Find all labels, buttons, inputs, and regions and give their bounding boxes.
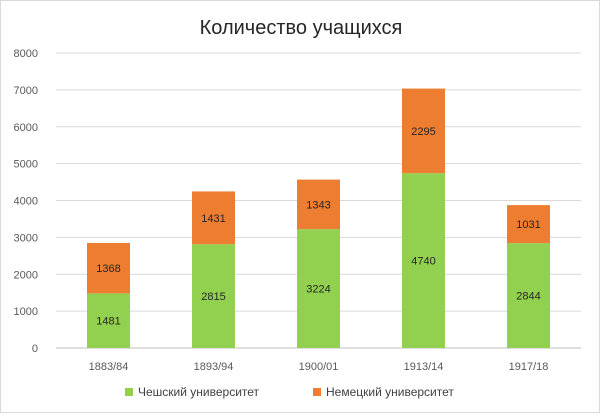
bar-segment-german	[402, 88, 445, 174]
y-tick-label: 1000	[14, 306, 38, 318]
data-label: 2815	[201, 291, 225, 303]
bar-segment-czech	[402, 173, 445, 348]
y-tick-label: 3000	[14, 232, 38, 244]
y-tick-label: 5000	[14, 159, 38, 171]
legend-swatch	[313, 388, 321, 396]
data-labels: 1481 1368 2815 1431 3224 1343 4740 2295 2844 1031	[96, 126, 540, 328]
bar-segment-german	[297, 179, 340, 230]
legend-swatch	[125, 388, 133, 396]
data-label: 1481	[96, 316, 120, 328]
legend-label: Чешский университет	[138, 385, 260, 399]
bars	[87, 88, 550, 348]
y-tick-label: 6000	[14, 122, 38, 134]
legend-item-czech: Чешский университет	[125, 385, 260, 399]
bar-segment-czech	[192, 244, 235, 348]
bar-segment-german	[87, 242, 130, 294]
chart-title: Количество учащихся	[200, 17, 403, 39]
data-label: 3224	[306, 284, 330, 296]
bar-segment-czech	[87, 293, 130, 348]
bar-segment-german	[507, 205, 550, 244]
legend-label: Немецкий университет	[326, 385, 454, 399]
x-tick-label: 1883/84	[89, 361, 129, 373]
y-axis: 0 1000 2000 3000 4000 5000 6000 7000 8000	[14, 48, 38, 355]
x-tick-label: 1900/01	[299, 361, 339, 373]
y-tick-label: 8000	[14, 48, 38, 60]
x-tick-label: 1917/18	[509, 361, 549, 373]
data-label: 1368	[96, 263, 120, 275]
y-tick-label: 4000	[14, 196, 38, 208]
bar-segment-german	[192, 191, 235, 245]
y-tick-label: 2000	[14, 269, 38, 281]
data-label: 1031	[516, 219, 540, 231]
x-axis: 1883/84 1893/94 1900/01 1913/14 1917/18	[89, 361, 549, 373]
x-tick-label: 1913/14	[404, 361, 444, 373]
data-label: 2295	[411, 126, 435, 138]
data-label: 2844	[516, 291, 540, 303]
legend-item-german: Немецкий университет	[313, 385, 454, 399]
y-tick-label: 0	[32, 343, 38, 355]
data-label: 1431	[201, 213, 225, 225]
data-label: 1343	[306, 199, 330, 211]
x-tick-label: 1893/94	[194, 361, 234, 373]
y-tick-label: 7000	[14, 85, 38, 97]
legend: Чешский университет Немецкий университет	[125, 385, 454, 399]
bar-segment-czech	[507, 243, 550, 348]
data-label: 4740	[411, 256, 435, 268]
bar-segment-czech	[297, 229, 340, 348]
